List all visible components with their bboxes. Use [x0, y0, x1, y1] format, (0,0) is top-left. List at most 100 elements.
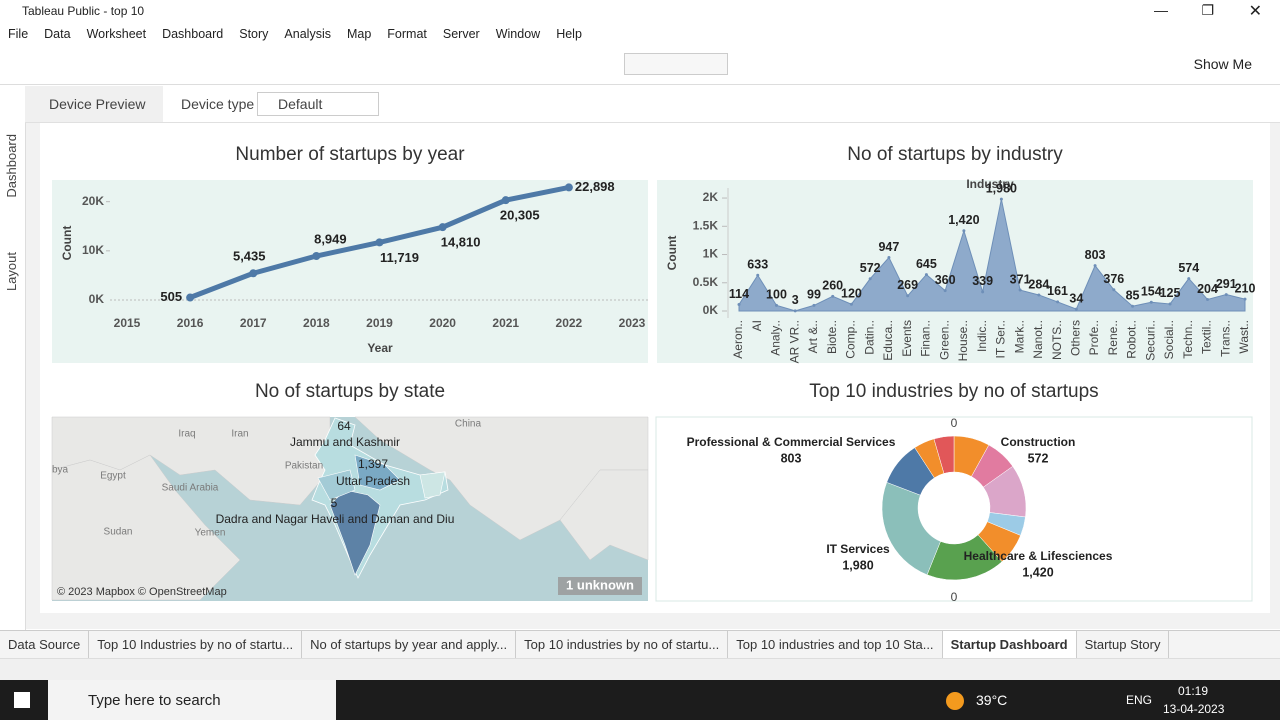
x-tick-label: Mark.. — [1012, 320, 1026, 353]
value-label: 360 — [935, 273, 956, 287]
dropdown[interactable] — [624, 53, 728, 75]
menu-item[interactable]: Help — [556, 27, 582, 41]
sheet-tab[interactable]: No of startups by year and apply... — [302, 631, 517, 659]
point — [438, 223, 447, 232]
x-tick-label: Aeron.. — [731, 320, 745, 359]
point — [887, 256, 891, 260]
menu-bar: File Data Worksheet Dashboard Story Analysis M… — [0, 24, 590, 44]
menu-item[interactable]: Map — [346, 27, 372, 41]
x-tick-label: Events — [900, 320, 914, 357]
x-tick-label: Techn.. — [1181, 320, 1195, 359]
value-label: 5,435 — [233, 249, 266, 264]
x-tick-label: Nanot.. — [1031, 320, 1045, 359]
sheet-tab[interactable]: Data Source — [0, 631, 90, 659]
axis-label: 0 — [951, 416, 958, 430]
x-tick-label: 2019 — [366, 316, 393, 330]
map-label: China — [455, 419, 482, 430]
point — [1056, 300, 1060, 304]
point — [249, 269, 258, 278]
show-me-button[interactable]: Show Me — [1193, 56, 1252, 72]
restore-button[interactable]: ❐ — [1201, 2, 1214, 18]
menu-item[interactable]: Data — [44, 27, 71, 41]
title-bar: Tableau Public - top 10 — ❐ ✕ — [0, 0, 1280, 22]
menu-item[interactable]: File — [8, 27, 29, 41]
value-label: 161 — [1047, 284, 1068, 298]
land — [559, 469, 649, 561]
menu-item[interactable]: Worksheet — [86, 27, 147, 41]
status-bar — [0, 658, 1280, 681]
sheet-tab[interactable]: Top 10 industries and top 10 Sta... — [728, 631, 943, 659]
point — [999, 197, 1003, 201]
minimize-button[interactable]: — — [1154, 2, 1168, 18]
y-tick-label: 0K — [703, 303, 719, 317]
y-tick-label: 0K — [89, 292, 105, 306]
x-tick-label: Indic.. — [975, 320, 989, 352]
y-axis-label: Count — [665, 236, 679, 271]
value-label: 99 — [807, 288, 821, 302]
value-label: 572 — [860, 261, 881, 275]
value-label: 125 — [1160, 286, 1181, 300]
menu-item[interactable]: Story — [239, 27, 269, 41]
x-tick-label: 2020 — [429, 316, 456, 330]
y-tick-label: 20K — [82, 194, 104, 208]
segment-name: Construction — [1001, 435, 1076, 449]
menu-item[interactable]: Format — [387, 27, 427, 41]
value-label: 210 — [1235, 281, 1256, 295]
x-tick-label: Wast.. — [1237, 320, 1251, 354]
value-label: 3 — [792, 293, 799, 307]
point — [1131, 304, 1135, 308]
sheet-tab[interactable]: Top 10 industries by no of startu... — [516, 631, 729, 659]
value-label: 120 — [841, 287, 862, 301]
value-label: 14,810 — [441, 235, 481, 250]
chart-title: Number of startups by year — [235, 144, 465, 165]
state-label: 64 — [337, 419, 351, 433]
x-tick-label: Robot.. — [1125, 320, 1139, 359]
attribution: © 2023 Mapbox © OpenStreetMap — [57, 586, 227, 598]
search-box[interactable]: Type here to search — [48, 680, 336, 720]
map-label: bya — [52, 465, 69, 476]
value-label: 645 — [916, 257, 937, 271]
language: ENG — [1126, 693, 1153, 707]
sheet-tab[interactable]: Startup Story — [1077, 631, 1170, 659]
x-tick-label: Rene.. — [1106, 320, 1120, 355]
sheet-tab[interactable]: Top 10 Industries by no of startu... — [89, 631, 303, 659]
start-button[interactable] — [14, 692, 30, 708]
menu-item[interactable]: Dashboard — [162, 27, 224, 41]
segment-name: IT Services — [826, 542, 890, 556]
x-tick-label: 2015 — [114, 316, 141, 330]
device-type-label: Device type — [181, 96, 255, 112]
segment-value: 572 — [1028, 451, 1049, 465]
y-tick-label: 10K — [82, 243, 104, 257]
value-label: 803 — [1085, 248, 1106, 262]
x-tick-label: AR VR.. — [787, 320, 801, 363]
clock-time: 01:19 — [1178, 684, 1209, 698]
sheet-tab[interactable]: Startup Dashboard — [942, 631, 1077, 659]
value-label: 20,305 — [500, 208, 540, 223]
map-label: Yemen — [195, 528, 226, 539]
value-label: 574 — [1178, 261, 1199, 275]
chart-title: Top 10 industries by no of startups — [809, 381, 1098, 402]
x-tick-label: Securi.. — [1143, 320, 1157, 361]
x-tick-label: NOTS.. — [1050, 320, 1064, 360]
land — [51, 454, 241, 601]
menu-item[interactable]: Window — [495, 27, 541, 41]
point — [756, 273, 760, 277]
device-bar: Device Preview Device type Default — [25, 86, 1280, 123]
point — [1018, 288, 1022, 292]
device-type-select[interactable]: Default — [257, 92, 379, 116]
x-axis-label: Year — [367, 341, 393, 355]
y-tick-label: 0.5K — [693, 275, 719, 289]
weather: 39°C — [976, 692, 1008, 708]
x-tick-label: Trans.. — [1218, 320, 1232, 357]
point — [906, 294, 910, 298]
close-button[interactable]: ✕ — [1248, 3, 1262, 20]
menu-item[interactable]: Analysis — [284, 27, 331, 41]
menu-item[interactable]: Server — [442, 27, 480, 41]
x-tick-label: Others — [1069, 320, 1083, 356]
value-label: 8,949 — [314, 231, 347, 246]
value-label: 114 — [729, 287, 749, 301]
device-preview[interactable]: Device Preview — [49, 96, 146, 112]
x-tick-label: IT Ser.. — [994, 320, 1008, 358]
